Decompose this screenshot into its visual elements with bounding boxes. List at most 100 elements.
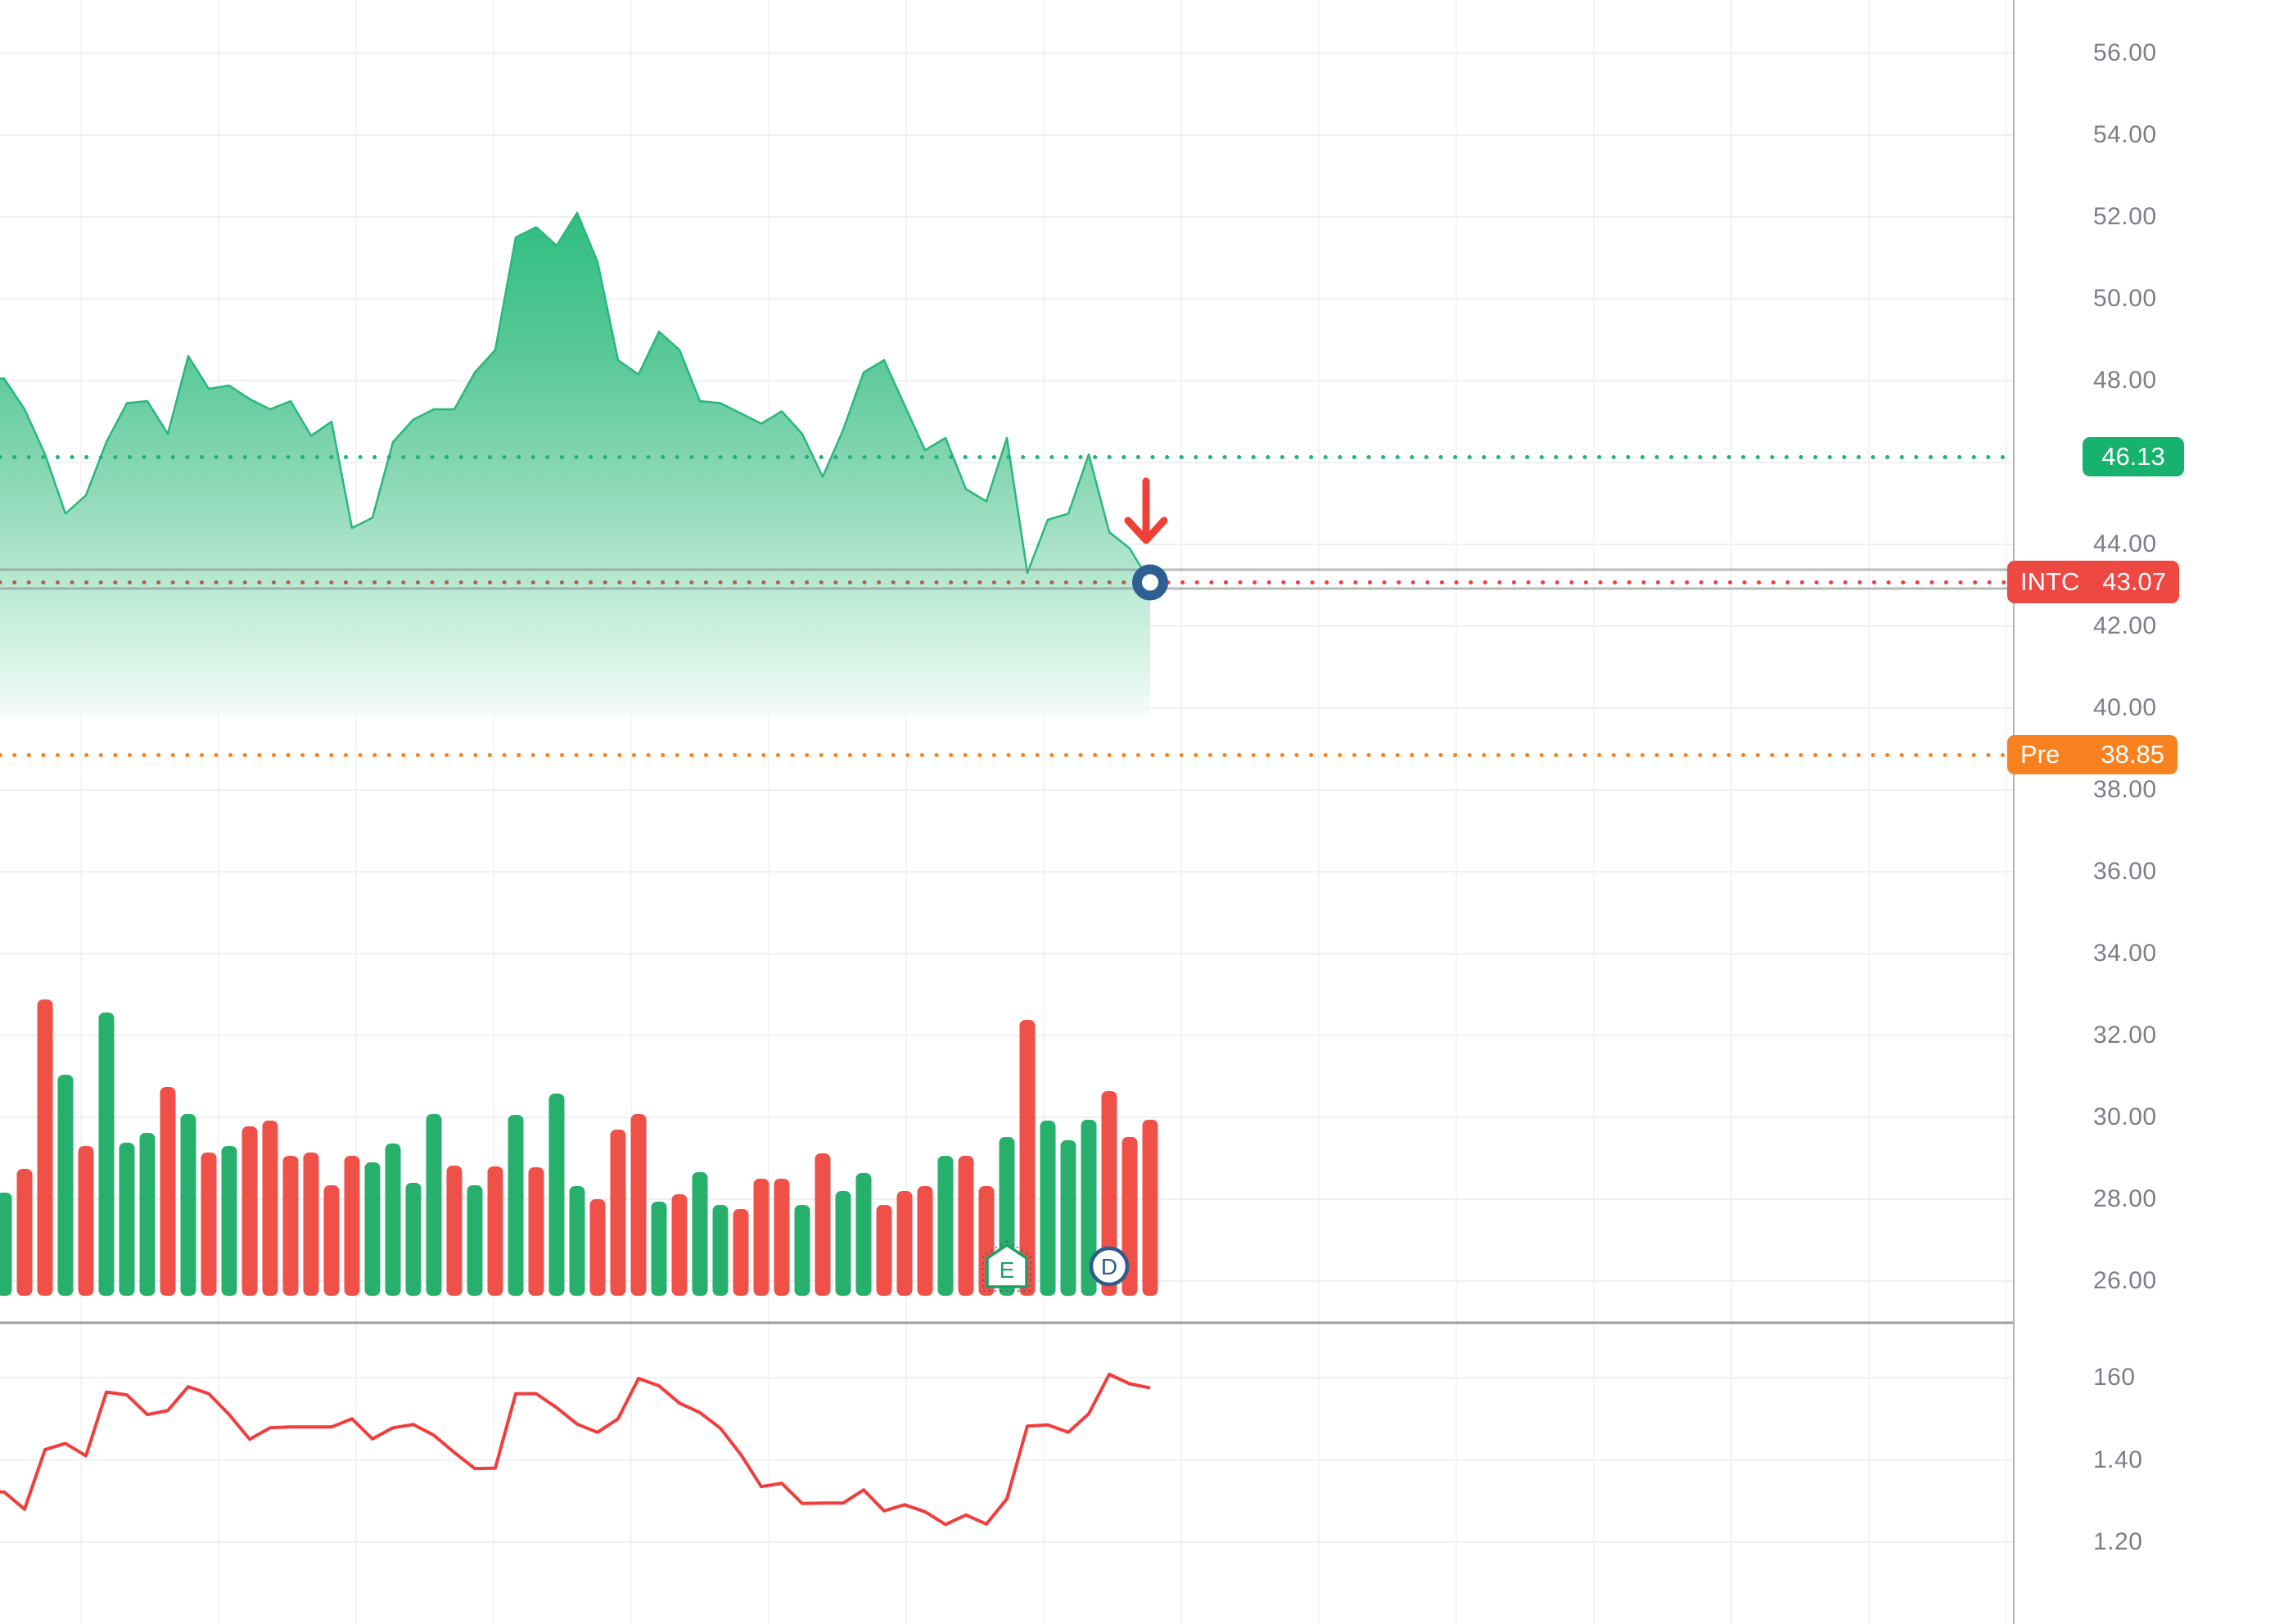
volume-bar xyxy=(426,1114,442,1296)
earnings-marker-shape xyxy=(986,1243,1028,1288)
volume-bar xyxy=(671,1194,688,1296)
volume-bar xyxy=(589,1199,606,1296)
volume-bar xyxy=(446,1166,463,1296)
volume-bar xyxy=(57,1075,74,1296)
series-end-dot xyxy=(1132,564,1168,601)
earnings-marker-letter: E xyxy=(1000,1257,1015,1283)
volume-bar xyxy=(651,1202,667,1296)
volume-bar xyxy=(753,1179,769,1296)
indicator-axis-label: 1.20 xyxy=(2093,1528,2143,1555)
volume-bar xyxy=(692,1172,708,1296)
price-axis-label: 56.00 xyxy=(2093,39,2157,66)
indicator-polyline xyxy=(0,1373,1151,1527)
price-axis-label: 32.00 xyxy=(2093,1022,2157,1049)
volume-bar xyxy=(282,1156,299,1296)
volume-bar xyxy=(548,1094,565,1296)
volume-bar xyxy=(37,999,53,1296)
premarket-price-badge: Pre 38.85 xyxy=(2007,735,2177,774)
volume-bar xyxy=(221,1146,237,1296)
price-area-fill xyxy=(0,213,1150,716)
volume-bar xyxy=(876,1205,892,1296)
volume-bar xyxy=(712,1205,729,1296)
price-level-lines xyxy=(0,455,2016,757)
volume-bar xyxy=(1101,1091,1117,1296)
price-line xyxy=(0,211,1152,584)
volume-bar xyxy=(487,1166,503,1296)
volume-bar xyxy=(733,1209,749,1296)
volume-bar xyxy=(241,1126,258,1296)
volume-bar xyxy=(385,1144,401,1296)
volume-bar xyxy=(1040,1121,1056,1296)
high-price-value: 46.13 xyxy=(2101,442,2165,471)
volume-bar xyxy=(855,1173,872,1296)
indicator-axis-label: 1.40 xyxy=(2093,1446,2143,1473)
volume-bar xyxy=(835,1191,851,1296)
volume-bar xyxy=(78,1146,94,1296)
volume-bar xyxy=(794,1205,810,1296)
volume-bar xyxy=(508,1115,524,1296)
premarket-price-value: 38.85 xyxy=(2101,740,2164,769)
last-price-value: 43.07 xyxy=(2102,567,2166,596)
volume-bar xyxy=(160,1087,176,1296)
price-axis-label: 28.00 xyxy=(2093,1185,2157,1212)
volume-bar xyxy=(528,1167,544,1296)
volume-bar xyxy=(1019,1020,1036,1296)
price-axis-label: 30.00 xyxy=(2093,1103,2157,1130)
price-axis-label: 36.00 xyxy=(2093,858,2157,885)
volume-bar xyxy=(119,1143,135,1296)
volume-bar xyxy=(262,1121,278,1296)
dividend-marker-letter: D xyxy=(1101,1254,1117,1279)
volume-bar xyxy=(467,1185,483,1296)
earnings-marker[interactable]: E xyxy=(986,1243,1028,1288)
volume-bar xyxy=(774,1179,790,1296)
horizontal-gridlines xyxy=(0,52,2014,1543)
volume-bar xyxy=(630,1114,647,1296)
volume-bar xyxy=(1142,1120,1158,1296)
volume-bar xyxy=(303,1153,319,1296)
high-price-badge: 46.13 xyxy=(2083,437,2184,476)
volume-bar xyxy=(201,1153,217,1296)
price-area-series xyxy=(0,211,1152,716)
volume-bar xyxy=(1060,1140,1076,1296)
symbol-last-price-badge: INTC 43.07 xyxy=(2007,561,2179,603)
price-axis-label: 40.00 xyxy=(2093,694,2157,721)
price-axis-label: 52.00 xyxy=(2093,203,2157,230)
price-axis-label: 26.00 xyxy=(2093,1267,2157,1294)
price-axis-label: 50.00 xyxy=(2093,285,2157,312)
volume-bar xyxy=(815,1153,831,1296)
price-axis-label: 54.00 xyxy=(2093,121,2157,148)
earnings-marker-selection-outline xyxy=(982,1240,1031,1292)
volume-bar xyxy=(364,1162,381,1296)
volume-bar xyxy=(139,1133,156,1296)
indicator-line xyxy=(0,1373,1151,1527)
price-axis-label: 34.00 xyxy=(2093,940,2157,967)
vertical-gridlines xyxy=(80,0,2007,1624)
volume-bar xyxy=(0,1193,12,1296)
volume-bar xyxy=(610,1130,626,1296)
volume-bars xyxy=(0,999,1158,1296)
price-axis-label: 48.00 xyxy=(2093,367,2157,394)
volume-bar xyxy=(896,1191,913,1296)
volume-bar xyxy=(16,1169,33,1296)
volume-bar xyxy=(323,1185,340,1296)
price-axis-label: 44.00 xyxy=(2093,530,2157,557)
premarket-label: Pre xyxy=(2020,740,2060,769)
volume-bar xyxy=(344,1156,360,1296)
volume-bar xyxy=(180,1114,196,1296)
dividend-marker-shape xyxy=(1089,1246,1130,1287)
volume-bar xyxy=(958,1156,974,1296)
indicator-axis-label: 160 xyxy=(2093,1364,2136,1391)
down-arrow-icon xyxy=(1124,477,1168,544)
volume-bar xyxy=(569,1186,585,1296)
price-axis-label: 42.00 xyxy=(2093,612,2157,639)
volume-bar xyxy=(917,1186,933,1296)
ticker-label: INTC xyxy=(2020,567,2080,596)
volume-bar xyxy=(405,1183,422,1296)
volume-bar xyxy=(1081,1120,1097,1296)
dividend-marker[interactable]: D xyxy=(1089,1246,1130,1287)
price-axis-label: 38.00 xyxy=(2093,776,2157,803)
volume-bar xyxy=(98,1013,115,1296)
